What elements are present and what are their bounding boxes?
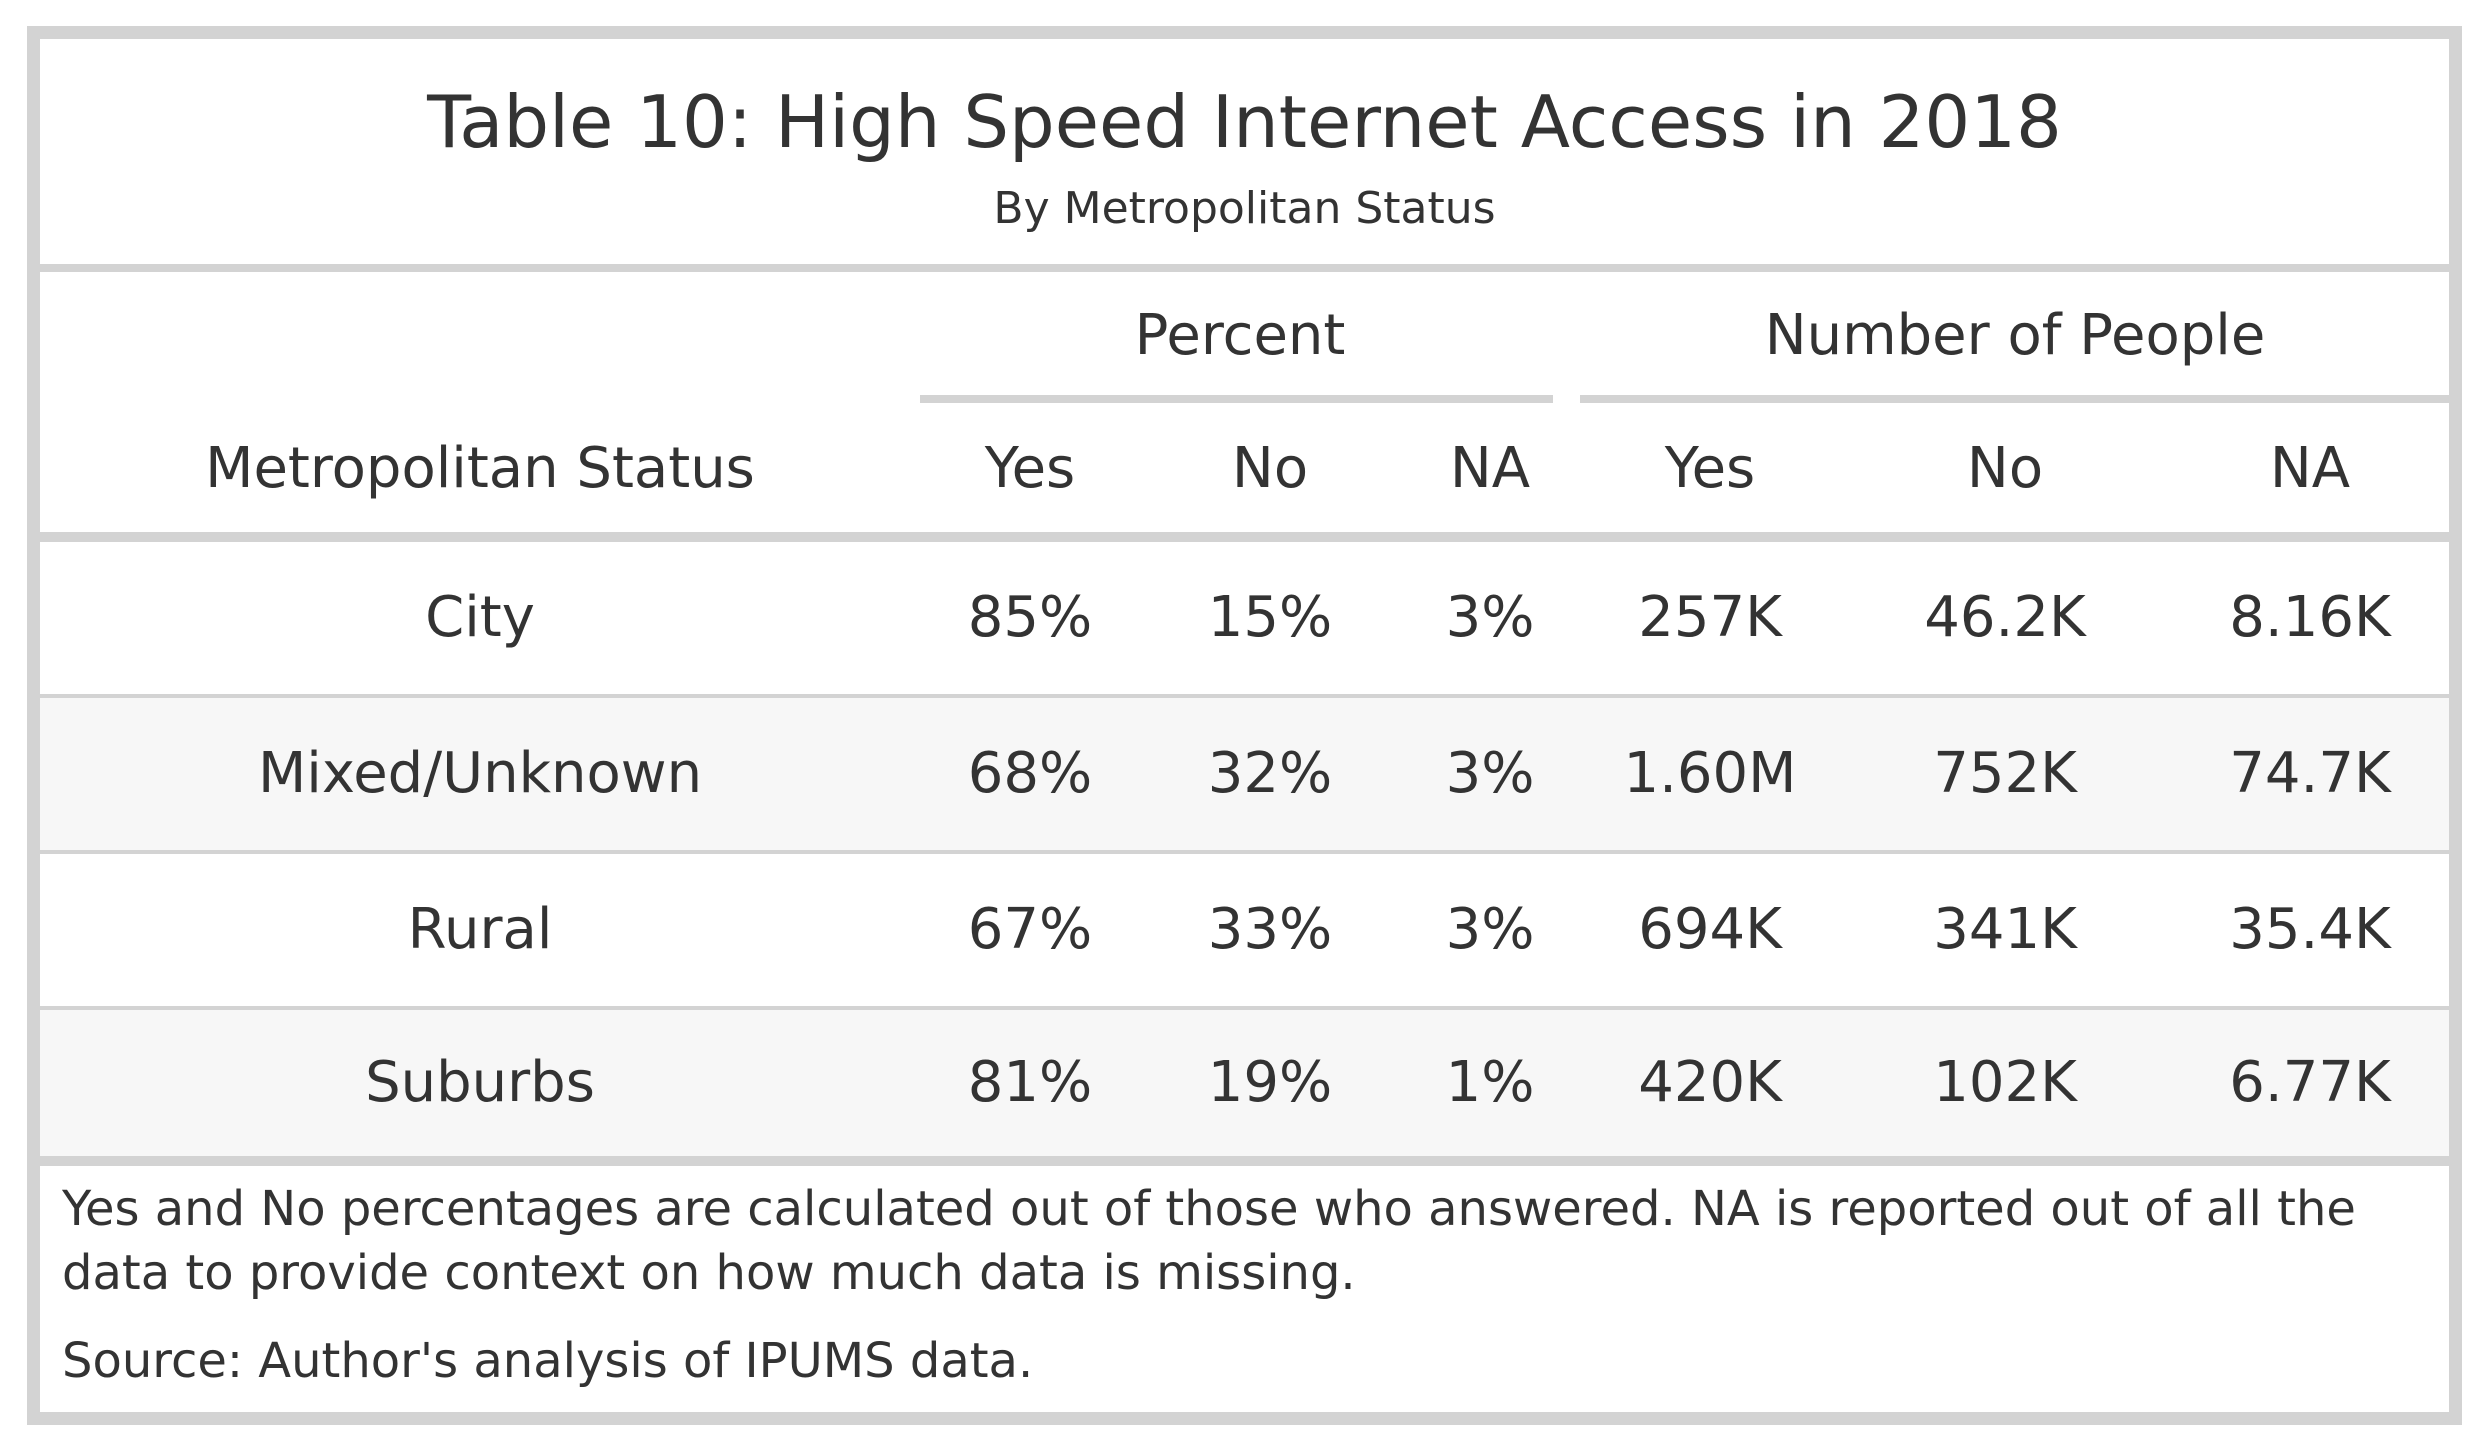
table-row-mixed-unknown: Mixed/Unknown 68% 32% 3% 1.60M 752K 74.7… (40, 698, 2449, 850)
row-divider (40, 850, 2449, 854)
column-header-percent-na: NA (1449, 436, 1531, 501)
table-row-city: City 85% 15% 3% 257K 46.2K 8.16K (40, 542, 2449, 694)
cell-percent-no: 19% (1207, 1050, 1333, 1115)
column-header-number-no: No (1966, 436, 2044, 501)
table-footnote: Yes and No percentages are calculated ou… (62, 1181, 2356, 1301)
spanner-number-of-people: Number of People (1764, 303, 2266, 368)
column-header-status: Metropolitan Status (205, 436, 755, 501)
table-title: Table 10: High Speed Internet Access in … (427, 80, 2062, 164)
cell-number-no: 46.2K (1924, 585, 2086, 650)
cell-status: Rural (407, 897, 553, 962)
cell-percent-yes: 67% (967, 897, 1093, 962)
table-subtitle: By Metropolitan Status (993, 183, 1496, 234)
column-header-number-yes: Yes (1664, 436, 1756, 501)
cell-number-na: 74.7K (2229, 741, 2391, 806)
cell-number-yes: 257K (1638, 585, 1782, 650)
spanner-percent-rule (920, 395, 1553, 403)
table-row-suburbs: Suburbs 81% 19% 1% 420K 102K 6.77K (40, 1010, 2449, 1156)
cell-percent-no: 33% (1207, 897, 1333, 962)
table-body-rule (40, 1156, 2449, 1166)
column-header-percent-yes: Yes (984, 436, 1076, 501)
cell-number-na: 6.77K (2229, 1050, 2391, 1115)
cell-percent-na: 3% (1445, 741, 1535, 806)
row-divider (40, 1006, 2449, 1010)
table-heading: Table 10: High Speed Internet Access in … (40, 39, 2449, 272)
cell-number-no: 752K (1933, 741, 2077, 806)
cell-number-yes: 1.60M (1623, 741, 1797, 806)
column-header-number-na: NA (2269, 436, 2351, 501)
cell-number-yes: 694K (1638, 897, 1782, 962)
cell-percent-na: 1% (1445, 1050, 1535, 1115)
table-frame: Table 10: High Speed Internet Access in … (27, 26, 2462, 1425)
cell-percent-no: 15% (1207, 585, 1333, 650)
cell-percent-yes: 81% (967, 1050, 1093, 1115)
table-row-rural: Rural 67% 33% 3% 694K 341K 35.4K (40, 854, 2449, 1006)
cell-status: Mixed/Unknown (257, 741, 703, 806)
spanner-people-rule (1580, 395, 2449, 403)
cell-number-no: 102K (1933, 1050, 2077, 1115)
cell-percent-yes: 85% (967, 585, 1093, 650)
column-header-percent-no: No (1231, 436, 1309, 501)
cell-percent-na: 3% (1445, 585, 1535, 650)
spanner-percent: Percent (1134, 303, 1346, 368)
table-source-note: Source: Author's analysis of IPUMS data. (62, 1333, 1034, 1389)
header-rule (40, 532, 2449, 542)
cell-number-na: 8.16K (2229, 585, 2391, 650)
cell-percent-na: 3% (1445, 897, 1535, 962)
cell-percent-yes: 68% (967, 741, 1093, 806)
cell-status: City (425, 585, 535, 650)
cell-number-na: 35.4K (2229, 897, 2391, 962)
row-divider (40, 694, 2449, 698)
cell-number-yes: 420K (1638, 1050, 1782, 1115)
cell-status: Suburbs (365, 1050, 595, 1115)
cell-number-no: 341K (1933, 897, 2077, 962)
cell-percent-no: 32% (1207, 741, 1333, 806)
